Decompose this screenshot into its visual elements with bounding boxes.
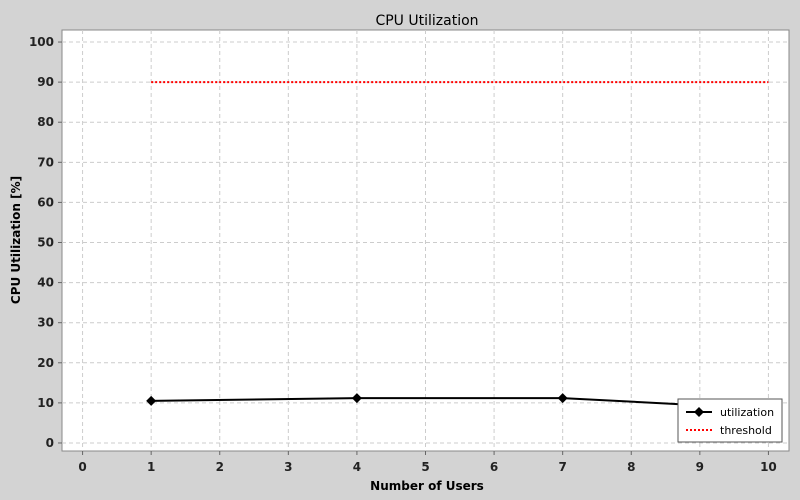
x-tick-label: 10 bbox=[760, 460, 777, 474]
x-tick-label: 1 bbox=[147, 460, 155, 474]
x-tick-label: 7 bbox=[558, 460, 566, 474]
utilization-point bbox=[557, 393, 568, 404]
utilization-series-line bbox=[151, 397, 769, 410]
x-tick-label: 6 bbox=[490, 460, 498, 474]
legend-utilization-marker bbox=[694, 407, 704, 417]
y-tick-label: 0 bbox=[46, 436, 54, 450]
x-tick-label: 5 bbox=[421, 460, 429, 474]
x-tick-label: 4 bbox=[353, 460, 361, 474]
legend-utilization-label: utilization bbox=[720, 406, 774, 419]
y-tick-label: 100 bbox=[29, 35, 54, 49]
x-axis-label: Number of Users bbox=[370, 479, 484, 493]
utilization-point bbox=[351, 393, 362, 404]
y-axis-label: CPU Utilization [%] bbox=[9, 176, 23, 304]
y-tick-label: 80 bbox=[37, 115, 54, 129]
x-tick-label: 0 bbox=[78, 460, 86, 474]
y-tick-label: 20 bbox=[37, 356, 54, 370]
y-tick-label: 10 bbox=[37, 396, 54, 410]
y-tick-label: 30 bbox=[37, 316, 54, 330]
y-tick-label: 50 bbox=[37, 236, 54, 250]
y-tick-label: 60 bbox=[37, 195, 54, 209]
x-tick-label: 2 bbox=[216, 460, 224, 474]
legend: utilization threshold bbox=[677, 398, 783, 443]
utilization-point bbox=[146, 395, 157, 406]
chart-title: CPU Utilization bbox=[375, 13, 478, 29]
x-tick-label: 9 bbox=[696, 460, 704, 474]
x-axis-ticks: 0 1 2 3 4 5 6 7 8 9 10 bbox=[78, 451, 777, 474]
y-tick-label: 70 bbox=[37, 155, 54, 169]
legend-box bbox=[677, 398, 783, 443]
x-tick-label: 3 bbox=[284, 460, 292, 474]
y-tick-label: 90 bbox=[37, 75, 54, 89]
y-tick-label: 40 bbox=[37, 276, 54, 290]
x-tick-label: 8 bbox=[627, 460, 635, 474]
y-axis-ticks: 0 10 20 30 40 50 60 70 80 90 100 bbox=[29, 35, 62, 450]
legend-threshold-label: threshold bbox=[720, 424, 772, 437]
